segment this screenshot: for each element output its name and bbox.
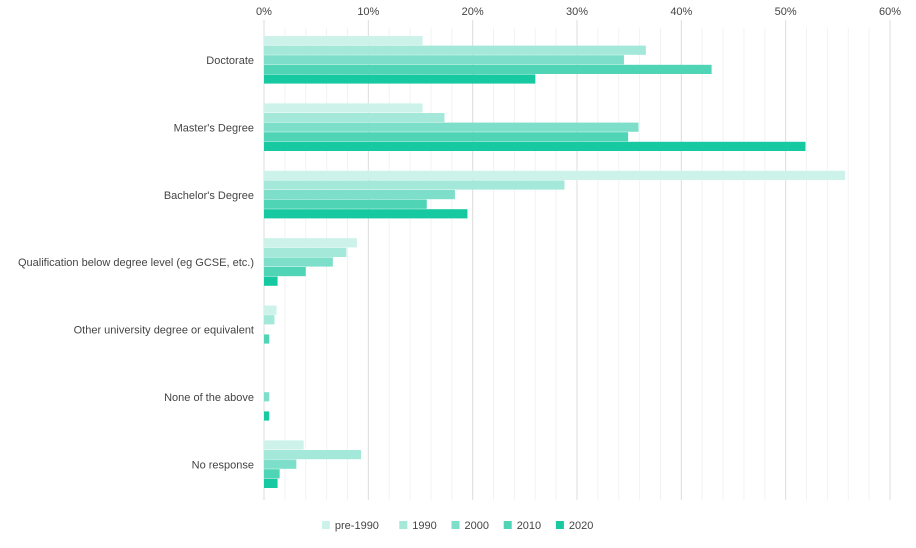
bar xyxy=(264,36,423,46)
bar xyxy=(264,141,806,151)
legend-label: 1990 xyxy=(412,520,436,532)
bar xyxy=(264,411,270,421)
bar xyxy=(264,267,306,277)
x-tick-label: 10% xyxy=(357,6,379,18)
bar xyxy=(264,334,270,344)
legend-item: 2000 xyxy=(451,520,489,532)
category-label: Other university degree or equivalent xyxy=(74,325,254,337)
bar xyxy=(264,276,278,286)
bar xyxy=(264,122,639,132)
bar xyxy=(264,190,455,200)
x-tick-label: 40% xyxy=(670,6,692,18)
bar xyxy=(264,132,629,142)
legend-label: 2010 xyxy=(517,520,541,532)
bar xyxy=(264,170,846,180)
bar xyxy=(264,180,565,190)
bar xyxy=(264,55,624,65)
category-label: No response xyxy=(192,459,254,471)
bar xyxy=(264,478,278,488)
bar xyxy=(264,199,427,209)
bar xyxy=(264,450,362,460)
bars xyxy=(264,36,846,488)
category-label: None of the above xyxy=(164,392,254,404)
bar xyxy=(264,64,712,74)
bar xyxy=(264,103,423,113)
category-label: Master's Degree xyxy=(174,122,254,134)
bar xyxy=(264,74,536,84)
legend-item: pre-1990 xyxy=(321,520,379,532)
legend-swatch xyxy=(555,521,564,529)
legend-item: 2020 xyxy=(555,520,593,532)
x-tick-label: 0% xyxy=(256,6,272,18)
legend: pre-1990 1990 2000 2010 2020 xyxy=(321,520,593,532)
bar xyxy=(264,459,297,469)
legend-swatch xyxy=(399,521,408,529)
x-tick-label: 60% xyxy=(879,6,901,18)
bar xyxy=(264,392,270,402)
bar xyxy=(264,257,333,267)
legend-item: 1990 xyxy=(399,520,437,532)
legend-swatch xyxy=(451,521,460,529)
x-tick-label: 30% xyxy=(566,6,588,18)
bar xyxy=(264,209,468,219)
legend-label: 2000 xyxy=(465,520,489,532)
category-label: Doctorate xyxy=(206,55,254,67)
y-axis: Doctorate Master's Degree Bachelor's Degre… xyxy=(18,55,254,471)
bar xyxy=(264,238,357,248)
bar xyxy=(264,305,277,315)
legend-swatch xyxy=(321,521,330,529)
bar xyxy=(264,113,445,123)
bar xyxy=(264,45,646,55)
bar xyxy=(264,440,304,450)
bar xyxy=(264,315,275,325)
x-axis: 0% 10% 20% 30% 40% 50% 60% xyxy=(256,6,901,18)
bar xyxy=(264,247,347,257)
x-tick-label: 20% xyxy=(462,6,484,18)
grid-lines xyxy=(263,20,891,500)
bar xyxy=(264,469,280,479)
legend-item: 2010 xyxy=(503,520,541,532)
category-label: Bachelor's Degree xyxy=(164,190,254,202)
legend-label: 2020 xyxy=(569,520,593,532)
legend-label: pre-1990 xyxy=(335,520,379,532)
category-label: Qualification below degree level (eg GCS… xyxy=(18,257,254,269)
legend-swatch xyxy=(503,521,512,529)
x-tick-label: 50% xyxy=(775,6,797,18)
